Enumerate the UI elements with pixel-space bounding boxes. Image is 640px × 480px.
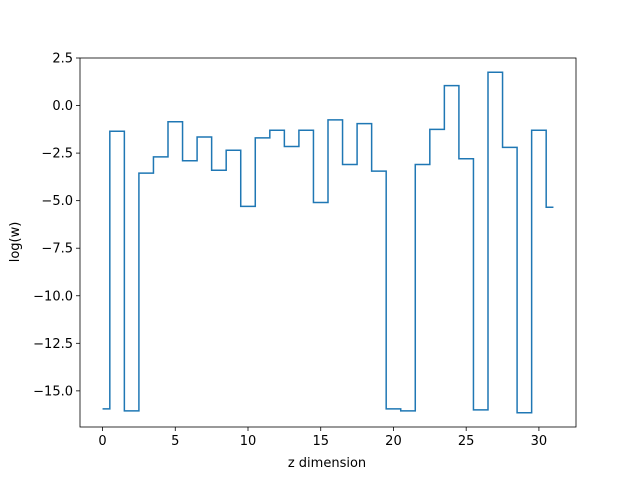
x-tick-label: 0 bbox=[98, 434, 106, 449]
x-tick-label: 30 bbox=[531, 434, 548, 449]
x-axis-label: z dimension bbox=[288, 456, 366, 471]
x-tick-label: 20 bbox=[385, 434, 402, 449]
y-tick-label: −15.0 bbox=[33, 384, 73, 399]
y-tick-label: −10.0 bbox=[33, 289, 73, 304]
y-axis-ticks: 2.5 0.0 −2.5 −5.0 −7.5 −10.0 −12.5 −15.0 bbox=[33, 52, 80, 399]
x-tick-label: 15 bbox=[312, 434, 329, 449]
y-tick-label: 2.5 bbox=[52, 52, 73, 67]
y-tick-label: −2.5 bbox=[41, 147, 73, 162]
series-line-0 bbox=[102, 71, 554, 414]
y-tick-label: −5.0 bbox=[41, 194, 73, 209]
x-tick-label: 5 bbox=[171, 434, 179, 449]
axes-frame bbox=[79, 57, 577, 428]
y-tick-label: −7.5 bbox=[41, 242, 73, 257]
x-tick-label: 10 bbox=[240, 434, 257, 449]
y-axis-label: log(w) bbox=[8, 222, 23, 263]
plot-area bbox=[79, 57, 577, 428]
y-tick-label: −12.5 bbox=[33, 337, 73, 352]
x-axis-ticks: 0 5 10 15 20 25 30 bbox=[98, 427, 547, 449]
y-tick-label: 0.0 bbox=[52, 99, 73, 114]
x-tick-label: 25 bbox=[458, 434, 475, 449]
